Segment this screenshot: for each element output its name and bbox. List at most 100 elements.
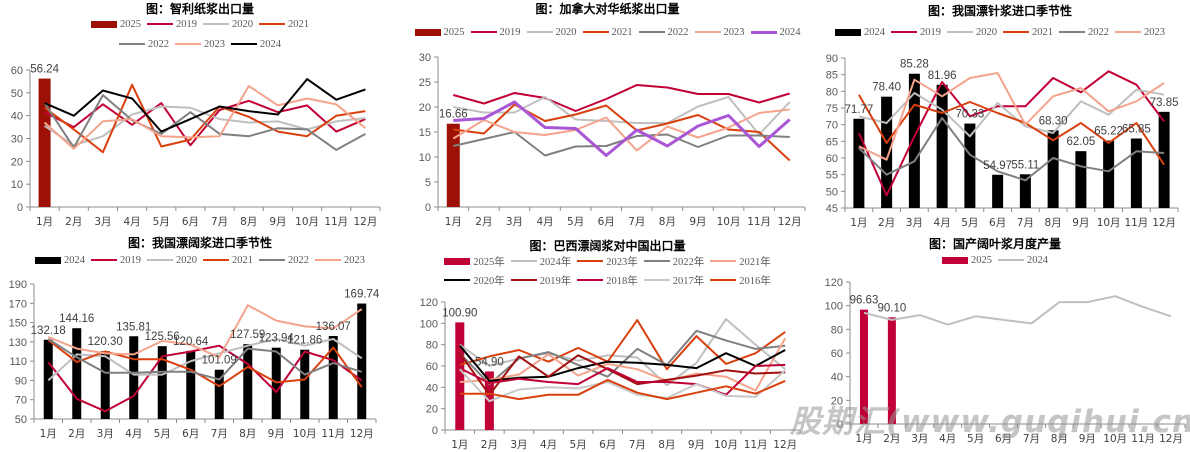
legend-label: 2023 — [344, 254, 365, 266]
legend-label: 2023 — [1144, 26, 1165, 38]
y-tick-label: 130 — [9, 337, 27, 349]
series-line-2016年 — [459, 378, 786, 401]
x-tick-label: 3月 — [506, 216, 523, 228]
legend-item: 2023 — [1115, 25, 1165, 39]
x-tick-label: 10月 — [293, 428, 317, 440]
bar-data-label: 85.28 — [900, 59, 929, 71]
legend-label: 2022年 — [672, 256, 705, 268]
legend-line-swatch — [203, 23, 229, 25]
legend-item: 2025 — [942, 253, 992, 267]
x-tick-label: 6月 — [995, 433, 1012, 445]
y-tick-label: 40 — [426, 382, 438, 394]
y-tick-label: 120 — [420, 297, 438, 309]
y-tick-label: 90 — [826, 53, 838, 65]
bar — [1103, 140, 1115, 208]
x-tick-label: 4月 — [939, 433, 956, 445]
legend-line-swatch — [147, 23, 173, 25]
series-line-2023 — [452, 108, 790, 152]
legend-item: 2020 — [526, 25, 577, 39]
legend-item: 2017年 — [643, 273, 704, 287]
legend-label: 2022 — [288, 254, 309, 266]
bar — [129, 336, 139, 419]
bar-data-label: 132.18 — [31, 325, 66, 337]
bar-data-label: 65.22 — [1094, 126, 1123, 138]
bar-data-label: 65.85 — [1122, 124, 1151, 136]
x-tick-label: 12月 — [773, 439, 797, 451]
legend-line-swatch — [643, 279, 670, 281]
chart-plot: 50 70 90 110 130 150 170 190 1月 2月 3月 4月 5月 6月 7月 8月 9月 1… — [9, 279, 380, 440]
legend-label: 2024年 — [539, 256, 572, 268]
series-line-2021 — [44, 83, 366, 154]
legend-label: 2020 — [976, 26, 997, 38]
x-tick-label: 10月 — [714, 439, 738, 451]
series-line-2019 — [453, 84, 790, 112]
bar — [214, 369, 224, 419]
series-line-2024年 — [459, 318, 786, 387]
series-line-2017年 — [459, 368, 786, 403]
bar — [881, 96, 893, 208]
legend-item: 2023年 — [577, 254, 638, 268]
chart-plot: 0 10 20 30 40 50 60 1月 2月 3月 4月 5月 6月 7月 8月 9月 10月 11月 12月… — [11, 64, 381, 228]
legend-item: 2021 — [1003, 25, 1053, 39]
y-tick-label: 0 — [425, 202, 431, 214]
x-tick-label: 11月 — [747, 216, 771, 228]
chart-title: 图：国产阔叶浆月度产量 — [928, 237, 1061, 251]
legend-line-swatch — [444, 279, 471, 281]
x-tick-label: 5月 — [154, 428, 171, 440]
x-tick-label: 7月 — [629, 439, 646, 451]
legend-line-swatch — [577, 279, 604, 281]
x-tick-label: 2月 — [475, 216, 492, 228]
bar — [38, 78, 51, 208]
legend-item: 2019 — [891, 25, 941, 39]
x-tick-label: 4月 — [125, 428, 142, 440]
series-line-2019 — [47, 344, 363, 413]
legend-label: 2021年 — [739, 256, 771, 268]
bar — [859, 309, 868, 424]
bar — [1158, 111, 1170, 208]
y-tick-label: 10 — [419, 152, 431, 164]
y-tick-label: 30 — [419, 52, 431, 64]
bar-data-label: 100.90 — [442, 307, 477, 319]
bar — [300, 349, 310, 419]
legend-bar-swatch — [35, 256, 61, 264]
x-tick-label: 2月 — [68, 428, 85, 440]
x-tick-label: 1月 — [850, 217, 867, 229]
legend-item: 2021年 — [710, 254, 771, 268]
y-tick-label: 50 — [826, 186, 838, 198]
x-tick-label: 1月 — [36, 216, 53, 228]
x-tick-label: 6月 — [598, 216, 615, 228]
series-line-2020 — [453, 96, 791, 136]
series-line-2022 — [43, 94, 366, 151]
bar — [1075, 151, 1087, 208]
legend-item: 2022 — [259, 253, 309, 267]
x-tick-label: 3月 — [97, 428, 114, 440]
x-tick-label: 9月 — [269, 216, 286, 228]
legend-item: 2025 — [414, 25, 465, 39]
x-tick-label: 11月 — [1124, 217, 1148, 229]
bar — [243, 344, 253, 419]
legend-line-swatch — [577, 260, 604, 262]
x-tick-label: 5月 — [567, 216, 584, 228]
x-tick-label: 9月 — [689, 216, 706, 228]
legend-label: 2022 — [667, 26, 689, 38]
y-tick-label: 170 — [9, 298, 27, 310]
y-tick-label: 30 — [11, 134, 23, 146]
x-tick-label: 4月 — [123, 216, 140, 228]
chart-legend: 2024 2019 2020 2021 2022 2023 — [0, 253, 400, 267]
legend-item: 2023 — [175, 37, 225, 51]
legend-line-swatch — [175, 43, 201, 45]
series-line-2018年 — [459, 363, 786, 396]
chart-legend: 2025 2019 2020 2021 — [0, 17, 400, 31]
x-tick-label: 9月 — [688, 439, 705, 451]
bar-data-label: 70.33 — [955, 109, 984, 121]
bar-data-label: 96.63 — [850, 295, 879, 307]
bar — [186, 350, 196, 419]
x-tick-label: 2月 — [883, 433, 900, 445]
bar — [157, 346, 167, 419]
series-line-2023 — [858, 72, 1165, 161]
legend-label: 2021 — [1032, 26, 1053, 38]
y-tick-label: 50 — [15, 414, 27, 426]
legend-line-swatch — [1059, 31, 1085, 33]
legend-label: 2024 — [1027, 254, 1048, 266]
x-tick-label: 3月 — [906, 217, 923, 229]
